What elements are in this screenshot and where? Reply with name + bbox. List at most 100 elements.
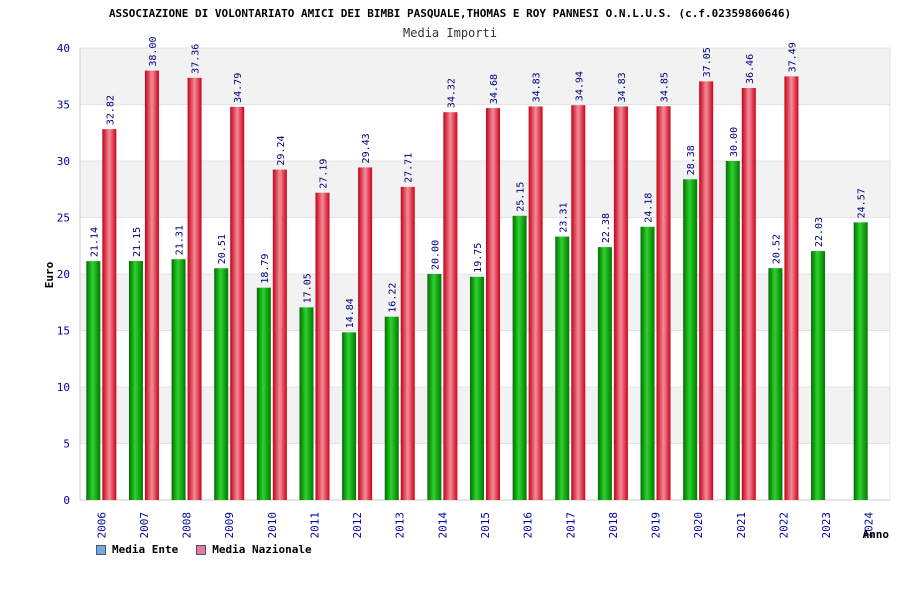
x-tick-label: 2015	[479, 512, 492, 539]
y-tick-label: 20	[57, 268, 70, 281]
data-label: 20.00	[430, 240, 441, 270]
bar-media-ente	[86, 261, 101, 500]
data-label: 34.94	[574, 71, 585, 101]
data-label: 27.71	[404, 153, 415, 183]
x-axis: 2006 2007 2008 2009 2010 2011 2012 2013 2014 2015…	[95, 512, 875, 539]
x-tick-label: 2007	[138, 512, 151, 539]
bar-media-ente	[853, 222, 868, 500]
data-label: 29.24	[276, 135, 287, 165]
data-label: 24.18	[644, 193, 655, 223]
data-label: 23.31	[558, 202, 569, 232]
bar-media-nazionale	[358, 167, 373, 501]
data-label: 38.00	[148, 36, 159, 66]
bars: 21.14 32.82 21.15 38.00 21.31 37.36 20.51 34.79…	[86, 36, 868, 501]
bar-media-nazionale	[486, 108, 500, 500]
data-label: 17.05	[302, 273, 313, 303]
bar-media-nazionale	[102, 129, 117, 500]
legend: Media Ente Media Nazionale	[96, 543, 312, 556]
y-axis: 0 5 10 15 20 25 30 35 40	[57, 42, 70, 507]
data-label: 34.83	[532, 72, 543, 102]
chart-subtitle: Media Importi	[403, 26, 497, 40]
legend-label-media-nazionale: Media Nazionale	[212, 543, 312, 556]
bar-media-nazionale	[699, 81, 714, 501]
bar-media-ente	[811, 251, 826, 500]
x-tick-label: 2019	[650, 512, 663, 539]
bar-media-ente	[299, 307, 314, 500]
legend-item-media-nazionale: Media Nazionale	[196, 543, 312, 556]
bar-media-nazionale	[144, 70, 159, 500]
data-label: 19.75	[473, 243, 484, 273]
y-tick-label: 25	[57, 212, 70, 225]
data-label: 30.00	[729, 127, 740, 157]
bar-media-ente	[768, 268, 783, 500]
bar-media-nazionale	[528, 106, 543, 501]
x-tick-label: 2013	[394, 512, 407, 539]
x-tick-label: 2022	[777, 512, 790, 539]
data-label: 32.82	[105, 95, 116, 125]
y-tick-label: 40	[57, 42, 70, 55]
bar-media-ente	[128, 261, 143, 500]
bar-media-nazionale	[613, 106, 628, 501]
bar-media-ente	[256, 287, 271, 500]
data-label: 24.57	[857, 188, 868, 218]
x-tick-label: 2012	[351, 512, 364, 539]
bar-media-ente	[384, 316, 399, 500]
chart-title: ASSOCIAZIONE DI VOLONTARIATO AMICI DEI B…	[109, 7, 791, 20]
bar-media-nazionale	[656, 106, 671, 500]
x-tick-label: 2024	[863, 512, 876, 539]
bar-media-ente	[683, 179, 698, 500]
y-axis-label: Euro	[43, 261, 56, 288]
bar-media-ente	[342, 332, 357, 500]
x-tick-label: 2023	[820, 512, 833, 539]
bar-media-nazionale	[230, 106, 245, 501]
y-tick-label: 35	[57, 99, 70, 112]
x-tick-label: 2008	[181, 512, 194, 539]
legend-swatch-media-ente	[96, 544, 106, 555]
x-tick-label: 2017	[564, 512, 577, 539]
bar-media-nazionale	[571, 105, 586, 500]
y-tick-label: 5	[63, 438, 70, 451]
x-tick-label: 2014	[436, 512, 449, 539]
legend-swatch-media-nazionale	[196, 544, 207, 555]
data-label: 37.05	[702, 47, 713, 77]
bar-media-nazionale	[741, 88, 756, 500]
y-tick-label: 10	[57, 381, 70, 394]
bar-media-nazionale	[784, 76, 799, 500]
data-label: 37.36	[191, 44, 202, 74]
data-label: 22.03	[814, 217, 825, 247]
x-tick-label: 2006	[95, 512, 108, 539]
data-label: 37.49	[787, 42, 798, 72]
x-axis-label: Anno	[863, 528, 890, 541]
y-tick-label: 30	[57, 155, 70, 168]
data-label: 18.79	[260, 254, 271, 284]
bar-media-nazionale	[400, 186, 415, 500]
data-label: 21.14	[89, 227, 100, 257]
data-label: 34.79	[233, 73, 244, 103]
bar-media-nazionale	[272, 169, 287, 500]
bar-media-ente	[214, 268, 229, 500]
data-label: 34.85	[660, 72, 671, 102]
data-label: 25.15	[516, 182, 527, 212]
bar-media-ente	[555, 236, 570, 501]
legend-item-media-ente: Media Ente	[96, 543, 178, 556]
bar-media-ente	[640, 226, 655, 501]
bar-media-ente	[470, 276, 484, 500]
bar-media-ente	[512, 215, 527, 500]
data-label: 21.15	[132, 227, 143, 257]
legend-label-media-ente: Media Ente	[112, 543, 179, 556]
data-label: 22.38	[601, 213, 612, 243]
data-label: 14.84	[345, 298, 356, 328]
data-label: 21.31	[175, 225, 186, 255]
data-label: 16.22	[388, 283, 399, 313]
data-label: 29.43	[361, 133, 372, 163]
bar-media-ente	[171, 259, 186, 500]
bar-media-nazionale	[315, 192, 330, 501]
data-label: 20.52	[771, 234, 782, 264]
data-label: 27.19	[318, 159, 329, 189]
x-tick-label: 2020	[692, 512, 705, 539]
x-tick-label: 2010	[266, 512, 279, 539]
bar-media-ente	[725, 161, 740, 500]
data-label: 34.68	[489, 74, 500, 104]
x-tick-label: 2016	[522, 512, 535, 539]
